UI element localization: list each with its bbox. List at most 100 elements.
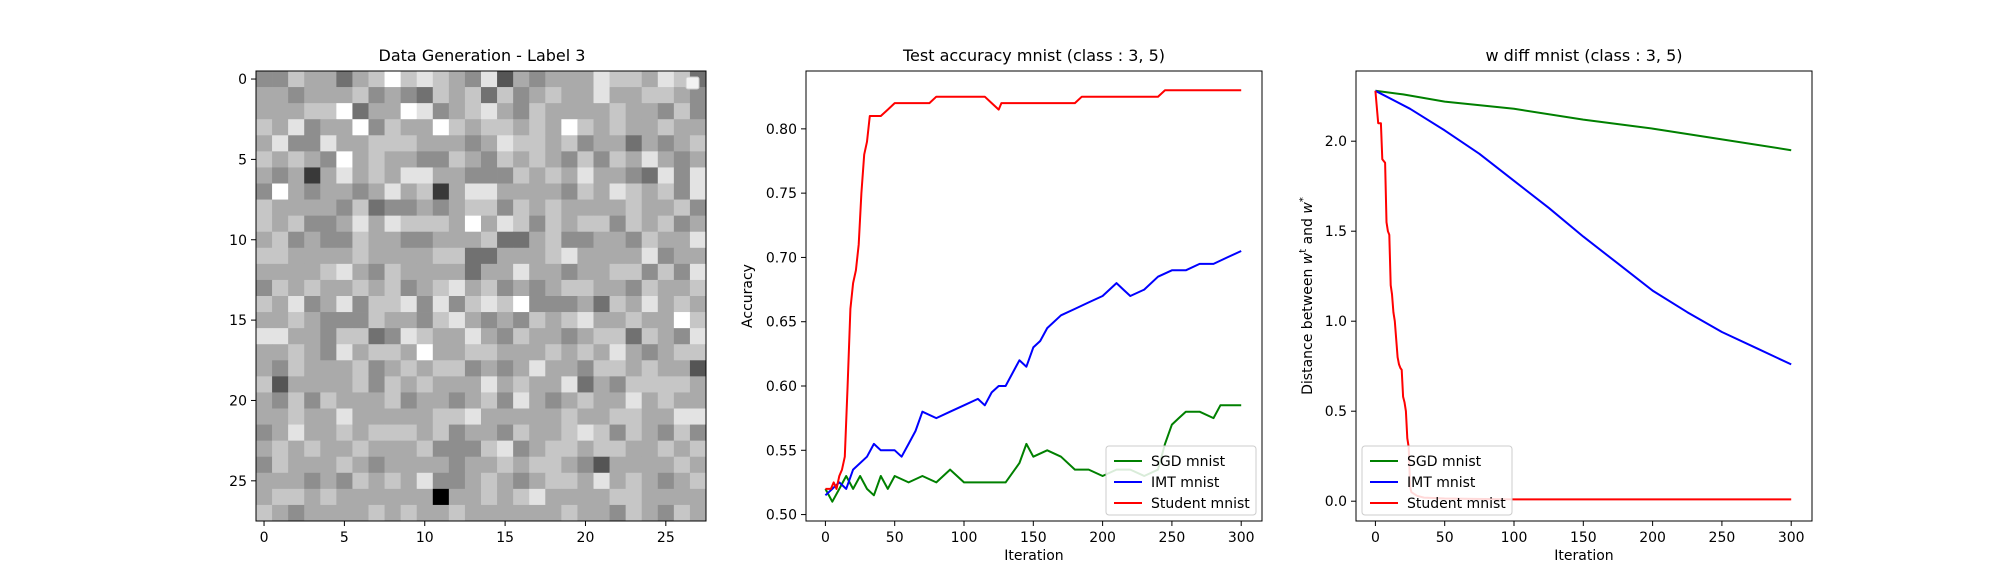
heatmap-cell <box>432 296 450 313</box>
heatmap-cell <box>481 263 498 281</box>
heatmap-cell <box>641 472 659 490</box>
heatmap-cell <box>400 167 418 184</box>
heatmap-cell <box>625 408 643 425</box>
heatmap-cell <box>384 504 401 522</box>
heatmap-cell <box>657 215 675 233</box>
heatmap-cell <box>561 488 578 506</box>
heatmap-cell <box>352 183 369 200</box>
heatmap-cell <box>641 392 659 409</box>
wdiff-y-tick-label: 0.5 <box>1325 404 1347 420</box>
heatmap-cell <box>625 328 643 345</box>
heatmap-cell <box>432 488 450 506</box>
heatmap-cell <box>689 456 707 474</box>
heatmap-cell <box>384 392 401 409</box>
heatmap-cell <box>657 199 675 216</box>
heatmap-cell <box>625 199 643 216</box>
heatmap-cell <box>481 231 498 249</box>
heatmap-cell <box>448 296 466 313</box>
heatmap-cell <box>641 408 659 425</box>
heatmap-cell <box>416 296 434 313</box>
wdiff-legend: SGD mnist IMT mnist Student mnist <box>1361 445 1513 516</box>
heatmap-cell <box>272 87 289 104</box>
heatmap-cell <box>288 456 305 474</box>
heatmap-cell <box>497 488 514 506</box>
heatmap-cell <box>336 87 353 104</box>
heatmap-cell <box>432 408 450 425</box>
heatmap-cell <box>641 183 659 200</box>
heatmap-cell <box>609 424 626 441</box>
heatmap-cell <box>593 167 610 184</box>
heatmap-cell <box>481 296 498 313</box>
heatmap-cell <box>641 344 659 361</box>
heatmap-cell <box>288 119 305 136</box>
heatmap-cell <box>272 215 289 233</box>
heatmap-cell <box>497 231 514 249</box>
wdiff-x-tick-label: 200 <box>1639 530 1666 546</box>
heatmap-cell <box>577 472 594 490</box>
heatmap-cell <box>545 231 562 249</box>
heatmap-cell <box>625 215 643 233</box>
heatmap-cell <box>288 376 305 393</box>
heatmap-cell <box>464 167 482 184</box>
heatmap-cell <box>689 472 707 490</box>
heatmap-cell <box>320 296 337 313</box>
heatmap-cell <box>641 312 659 329</box>
heatmap-cell <box>497 199 514 216</box>
heatmap-cell <box>272 440 289 458</box>
heatmap-cell <box>545 504 562 522</box>
heatmap-cell <box>432 247 450 265</box>
heatmap-cell <box>641 296 659 313</box>
heatmap-cell <box>513 376 530 393</box>
heatmap-cell <box>352 424 369 441</box>
heatmap-cell <box>673 376 691 393</box>
heatmap-cell <box>464 263 482 281</box>
heatmap-cell <box>464 312 482 329</box>
heatmap-cell <box>497 247 514 265</box>
heatmap-cell <box>448 424 466 441</box>
heatmap-cell <box>625 263 643 281</box>
heatmap-cell <box>481 167 498 184</box>
heatmap-cell <box>577 488 594 506</box>
heatmap-cell <box>689 87 707 104</box>
heatmap-cell <box>384 440 401 458</box>
heatmap-cell <box>320 231 337 249</box>
heatmap-cell <box>673 344 691 361</box>
heatmap-cell <box>561 456 578 474</box>
heatmap-cell <box>336 151 353 168</box>
heatmap-cell <box>561 167 578 184</box>
heatmap-cell <box>577 103 594 120</box>
heatmap-cell <box>416 408 434 425</box>
heatmap-cell <box>513 488 530 506</box>
heatmap-cell <box>320 215 337 233</box>
heatmap-cell <box>529 488 546 506</box>
wdiff-x-tick-label: 0 <box>1371 530 1380 546</box>
heatmap-cell <box>561 296 578 313</box>
heatmap-cell <box>288 183 305 200</box>
heatmap-cell <box>416 135 434 152</box>
heatmap-cell <box>625 472 643 490</box>
heatmap-cell <box>577 119 594 136</box>
heatmap-cell <box>304 424 321 441</box>
heatmap-cell <box>641 456 659 474</box>
heatmap-cell <box>320 408 337 425</box>
heatmap-cell <box>609 392 626 409</box>
accuracy-series-student-line <box>825 89 1242 490</box>
heatmap-cell <box>320 440 337 458</box>
heatmap-cell <box>256 247 273 265</box>
wdiff-x-axis-label: Iteration <box>1554 548 1613 564</box>
accuracy-legend-label: SGD mnist <box>1151 454 1226 470</box>
heatmap-cell <box>432 215 450 233</box>
heatmap-cell <box>561 199 578 216</box>
heatmap-cell <box>256 504 273 522</box>
heatmap-cell <box>689 328 707 345</box>
heatmap-cell <box>448 279 466 297</box>
heatmap-cell <box>673 456 691 474</box>
heatmap-cell <box>577 279 594 297</box>
heatmap-cell <box>432 87 450 104</box>
heatmap-cell <box>352 344 369 361</box>
heatmap-cell <box>609 87 626 104</box>
heatmap-y-tick-label: 0 <box>238 72 247 88</box>
heatmap-cell <box>641 424 659 441</box>
heatmap-cell <box>416 119 434 136</box>
heatmap-cell <box>545 199 562 216</box>
